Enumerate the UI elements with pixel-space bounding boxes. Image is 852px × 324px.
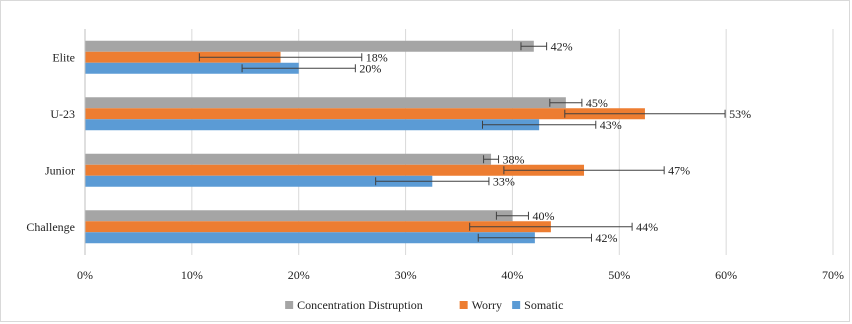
x-tick-label: 0%: [77, 268, 93, 282]
bar: [85, 221, 551, 233]
legend-swatch: [459, 301, 468, 309]
error-bar: [495, 211, 529, 220]
bar: [85, 175, 433, 187]
legend-swatch: [285, 301, 294, 309]
category-label: Challenge: [26, 220, 75, 234]
data-label: 43%: [600, 118, 622, 132]
bar: [85, 108, 645, 120]
legend-label: Worry: [472, 298, 502, 312]
error-bar: [198, 53, 363, 62]
axes: 0% 10% 20% 30% 40% 50% 60% 70% Elite U-23 Junior Ch…: [26, 29, 844, 282]
bar: [85, 210, 513, 222]
bar: [85, 40, 534, 52]
data-labels: 42% 18%20% 45% 53% 43% 38% 47% 33% 40% 44% 42%: [359, 39, 751, 245]
error-bar: [375, 177, 490, 186]
category-label: U-23: [50, 107, 75, 121]
data-label: 44%: [636, 220, 658, 234]
data-label: 18%: [366, 50, 388, 64]
error-bars: [198, 42, 726, 242]
bar: [85, 164, 585, 176]
x-tick-label: 30%: [395, 268, 417, 282]
data-label: 42%: [596, 231, 618, 245]
legend-item: Worry: [459, 298, 502, 312]
data-label: 42%: [551, 39, 573, 53]
error-bar: [503, 166, 665, 175]
category-label: Junior: [45, 163, 75, 177]
error-bar: [549, 98, 583, 107]
bar: [85, 97, 566, 109]
error-bar: [483, 155, 500, 164]
error-bar: [482, 120, 597, 129]
data-label: 20%: [359, 61, 381, 75]
bar: [85, 62, 299, 74]
legend-label: Concentration Distruption: [297, 298, 423, 312]
x-tick-label: 50%: [608, 268, 630, 282]
x-tick-label: 40%: [501, 268, 523, 282]
legend-item: Somatic: [512, 298, 563, 312]
category-label: Elite: [52, 50, 75, 64]
bar: [85, 153, 492, 165]
data-label: 45%: [586, 96, 608, 110]
data-label: 47%: [668, 163, 690, 177]
bars: [85, 40, 645, 244]
error-bar: [241, 64, 356, 73]
legend-label: Somatic: [524, 298, 563, 312]
data-label: 53%: [729, 107, 751, 121]
error-bar: [477, 233, 593, 242]
bar: [85, 51, 281, 63]
legend-swatch: [512, 301, 521, 309]
legend-item: Concentration Distruption: [285, 298, 423, 312]
error-bar: [564, 109, 726, 118]
error-bar: [469, 222, 633, 231]
x-tick-label: 10%: [181, 268, 203, 282]
bar: [85, 119, 540, 131]
x-tick-label: 20%: [288, 268, 310, 282]
bar: [85, 232, 535, 244]
data-label: 33%: [493, 174, 515, 188]
x-tick-label: 60%: [715, 268, 737, 282]
x-tick-label: 70%: [822, 268, 844, 282]
data-label: 40%: [532, 209, 554, 223]
data-label: 38%: [503, 152, 525, 166]
error-bar: [520, 42, 548, 51]
legend: Concentration Distruption Worry Somatic: [285, 298, 563, 312]
